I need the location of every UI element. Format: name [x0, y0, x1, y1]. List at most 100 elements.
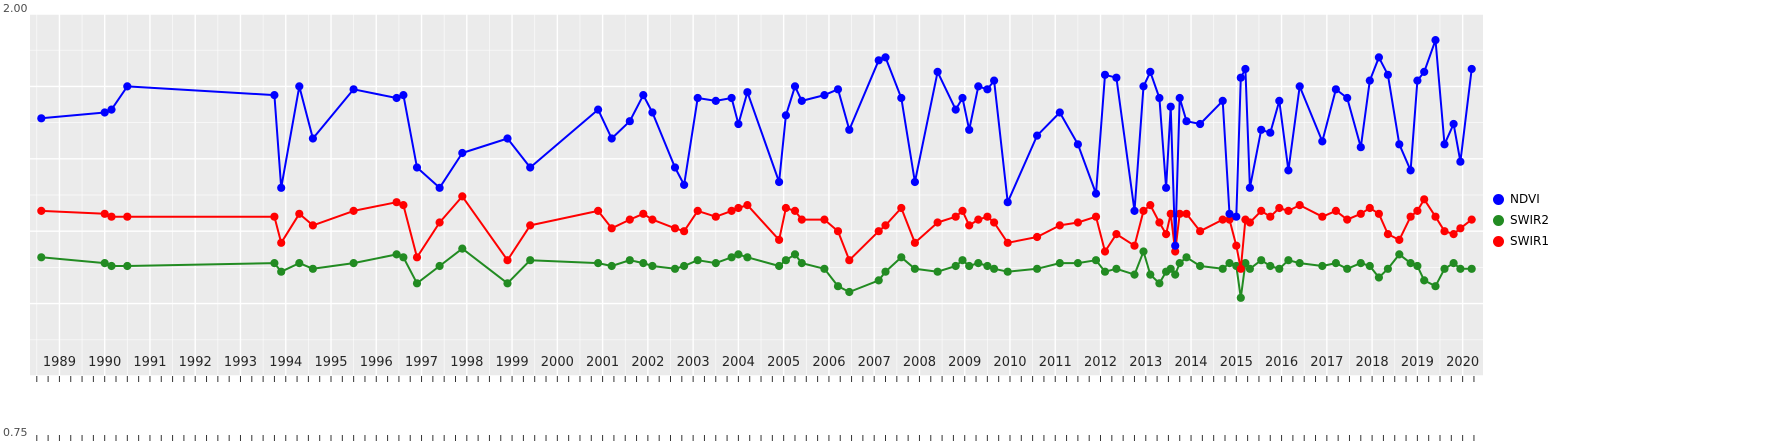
- data-point-ndvi: [594, 105, 603, 114]
- data-point-swir1: [1073, 218, 1082, 227]
- data-point-ndvi: [1091, 189, 1101, 198]
- data-point-swir1: [958, 206, 967, 215]
- data-point-swir1: [1431, 212, 1440, 221]
- data-point-swir2: [399, 253, 408, 262]
- data-point-swir1: [1130, 241, 1139, 250]
- data-point-ndvi: [1162, 183, 1171, 192]
- data-point-swir2: [503, 279, 512, 288]
- data-point-swir1: [983, 212, 992, 221]
- data-point-swir2: [526, 256, 535, 265]
- data-point-swir1: [1413, 206, 1422, 215]
- data-point-swir2: [1175, 259, 1184, 268]
- data-point-ndvi: [1467, 64, 1476, 74]
- data-point-ndvi: [308, 134, 317, 143]
- data-point-ndvi: [1266, 128, 1275, 137]
- data-point-swir2: [392, 250, 401, 259]
- data-point-swir1: [1266, 212, 1275, 221]
- data-point-swir2: [734, 250, 743, 259]
- data-point-swir1: [392, 198, 401, 207]
- data-point-ndvi: [1395, 140, 1404, 149]
- data-point-swir2: [594, 259, 603, 268]
- data-point-ndvi: [412, 163, 422, 172]
- data-point-swir1: [1139, 206, 1148, 215]
- data-point-swir2: [1343, 264, 1352, 273]
- data-point-swir1: [1383, 230, 1392, 239]
- data-point-ndvi: [881, 53, 890, 62]
- data-point-swir1: [1395, 235, 1404, 244]
- data-point-swir2: [983, 261, 992, 271]
- x-axis-year-label: 1998: [450, 355, 484, 370]
- data-point-swir2: [790, 250, 800, 259]
- data-point-swir1: [458, 192, 467, 201]
- data-point-swir1: [1146, 201, 1155, 210]
- data-point-ndvi: [1241, 64, 1250, 74]
- data-point-swir1: [1275, 203, 1284, 213]
- data-point-ndvi: [1236, 73, 1245, 82]
- data-point-ndvi: [1449, 119, 1458, 129]
- data-point-swir2: [1257, 256, 1266, 265]
- data-point-swir1: [1175, 209, 1184, 218]
- data-point-swir1: [1100, 247, 1110, 256]
- data-point-swir2: [727, 253, 736, 262]
- x-axis-year-label: 2015: [1219, 355, 1253, 370]
- data-point-swir1: [693, 206, 702, 215]
- data-point-swir1: [399, 201, 408, 210]
- data-point-swir1: [711, 212, 720, 221]
- data-point-ndvi: [1383, 70, 1392, 79]
- x-axis-year-label: 2006: [812, 355, 846, 370]
- data-point-swir2: [1241, 259, 1250, 268]
- data-point-swir1: [295, 209, 304, 218]
- data-point-swir2: [1420, 276, 1429, 285]
- data-point-swir2: [1431, 282, 1440, 291]
- data-point-swir2: [1449, 259, 1458, 268]
- data-point-swir1: [897, 203, 906, 213]
- legend-item-ndvi: NDVI: [1493, 192, 1549, 206]
- data-point-ndvi: [797, 96, 806, 105]
- x-axis-year-label: 2017: [1310, 355, 1344, 370]
- data-point-swir2: [1440, 264, 1449, 273]
- data-point-ndvi: [1413, 76, 1422, 85]
- data-point-swir2: [1236, 293, 1245, 302]
- data-point-ndvi: [833, 85, 843, 94]
- data-point-ndvi: [974, 82, 983, 91]
- data-point-swir1: [1440, 227, 1449, 236]
- data-point-ndvi: [693, 93, 702, 103]
- data-point-swir1: [100, 209, 109, 218]
- data-point-ndvi: [734, 119, 743, 129]
- data-point-ndvi: [1343, 93, 1352, 103]
- data-point-swir1: [1166, 209, 1175, 218]
- data-point-swir1: [790, 206, 800, 215]
- data-point-swir1: [526, 221, 535, 230]
- data-point-swir2: [974, 259, 983, 268]
- data-point-swir1: [1182, 209, 1191, 218]
- data-point-ndvi: [392, 93, 401, 103]
- data-point-ndvi: [820, 91, 829, 100]
- data-point-swir1: [881, 221, 890, 230]
- legend-label-swir2: SWIR2: [1510, 213, 1549, 227]
- data-point-ndvi: [1155, 93, 1164, 103]
- data-point-ndvi: [1456, 157, 1465, 166]
- data-point-swir2: [295, 259, 304, 268]
- data-point-swir1: [951, 212, 960, 221]
- data-point-swir1: [1456, 224, 1465, 233]
- data-point-swir1: [965, 221, 974, 230]
- data-point-swir2: [625, 256, 634, 265]
- data-point-swir1: [1055, 221, 1064, 230]
- data-point-swir1: [607, 224, 616, 233]
- data-point-swir2: [951, 261, 960, 271]
- data-point-ndvi: [670, 163, 680, 172]
- x-axis-year-label: 2002: [631, 355, 665, 370]
- data-point-swir2: [1196, 261, 1205, 271]
- x-axis-year-label: 2010: [993, 355, 1027, 370]
- x-axis-year-label: 1993: [223, 355, 258, 370]
- data-point-swir2: [1374, 273, 1383, 282]
- data-point-swir1: [1295, 201, 1304, 210]
- data-point-swir2: [781, 256, 791, 265]
- data-point-swir1: [933, 218, 942, 227]
- data-point-ndvi: [37, 114, 46, 123]
- data-point-ndvi: [1406, 166, 1415, 175]
- data-point-swir1: [1033, 232, 1042, 242]
- legend-marker-swir2: [1493, 214, 1504, 226]
- data-point-swir2: [680, 261, 689, 271]
